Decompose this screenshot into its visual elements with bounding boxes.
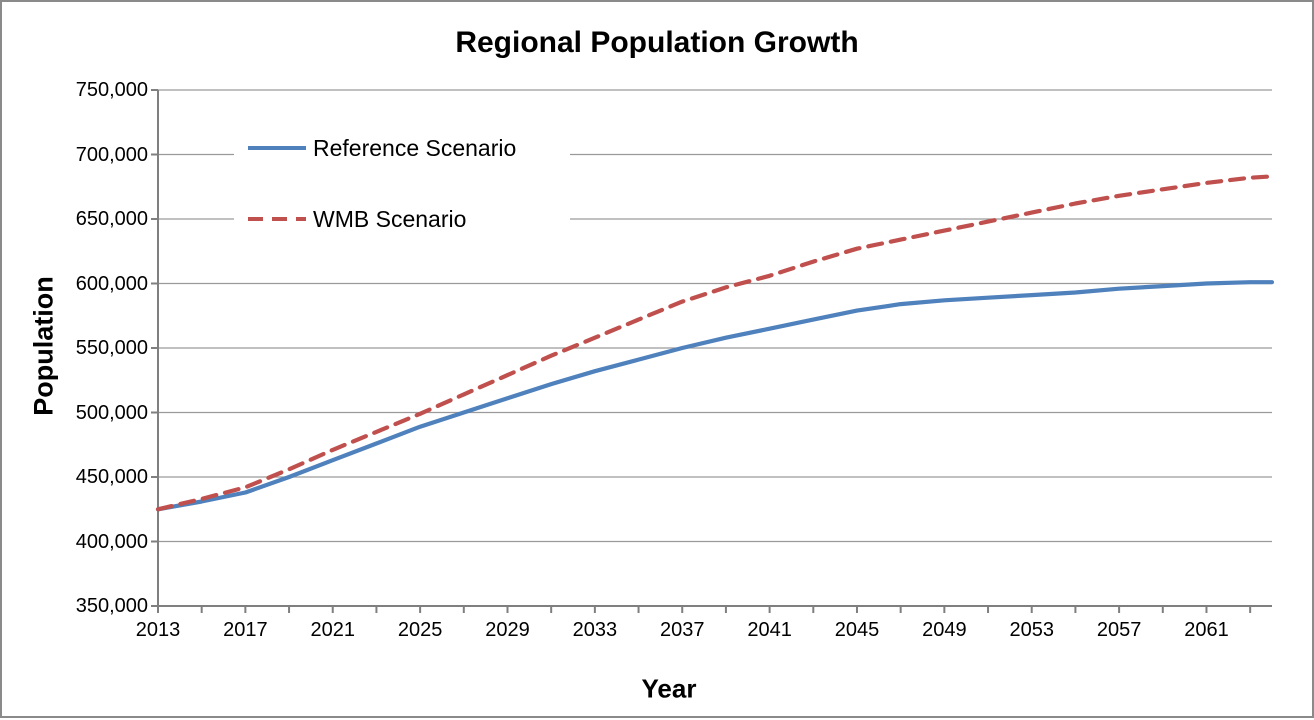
y-tick-label: 750,000	[75, 79, 148, 101]
x-tick-label: 2057	[1096, 619, 1142, 641]
y-tick-label: 700,000	[75, 143, 148, 166]
reference-scenario-line-sample	[248, 146, 306, 150]
legend-entry-reference-scenario: Reference Scenario	[248, 127, 516, 169]
wmb-scenario-line-sample	[248, 217, 306, 221]
x-axis-title: Year	[641, 673, 697, 704]
wmb-scenario-line	[155, 174, 1275, 512]
y-tick-label: 450,000	[75, 466, 148, 488]
y-tick-label: 550,000	[75, 337, 148, 359]
x-tick-label: 2025	[397, 619, 443, 641]
x-tick-label: 2033	[572, 619, 618, 641]
y-tick-label: 500,000	[75, 401, 148, 424]
chart-title: Regional Population Growth	[455, 26, 859, 59]
legend-entry-wmb-scenario: WMB Scenario	[248, 198, 466, 240]
x-tick-label: 2061	[1184, 619, 1229, 641]
reference-scenario-line	[155, 280, 1275, 512]
legend: Reference Scenario WMB Scenario	[234, 120, 570, 247]
x-tick-label: 2017	[223, 619, 268, 641]
y-tick-label: 650,000	[75, 208, 148, 230]
x-tick-label: 2013	[135, 619, 181, 641]
legend-label-wmb-scenario: WMB Scenario	[313, 205, 467, 232]
x-tick-label: 2021	[310, 619, 355, 641]
x-tick-label: 2045	[834, 619, 880, 641]
x-tick-label: 2029	[485, 619, 530, 641]
x-tick-label: 2053	[1009, 619, 1054, 641]
legend-label-reference-scenario: Reference Scenario	[313, 134, 517, 161]
x-tick-label: 2037	[659, 619, 705, 641]
x-tick-label: 2049	[922, 619, 967, 641]
y-tick-label: 600,000	[75, 272, 148, 295]
y-tick-label: 400,000	[75, 530, 148, 553]
y-tick-label: 350,000	[75, 595, 148, 617]
x-tick-label: 2041	[747, 619, 792, 641]
